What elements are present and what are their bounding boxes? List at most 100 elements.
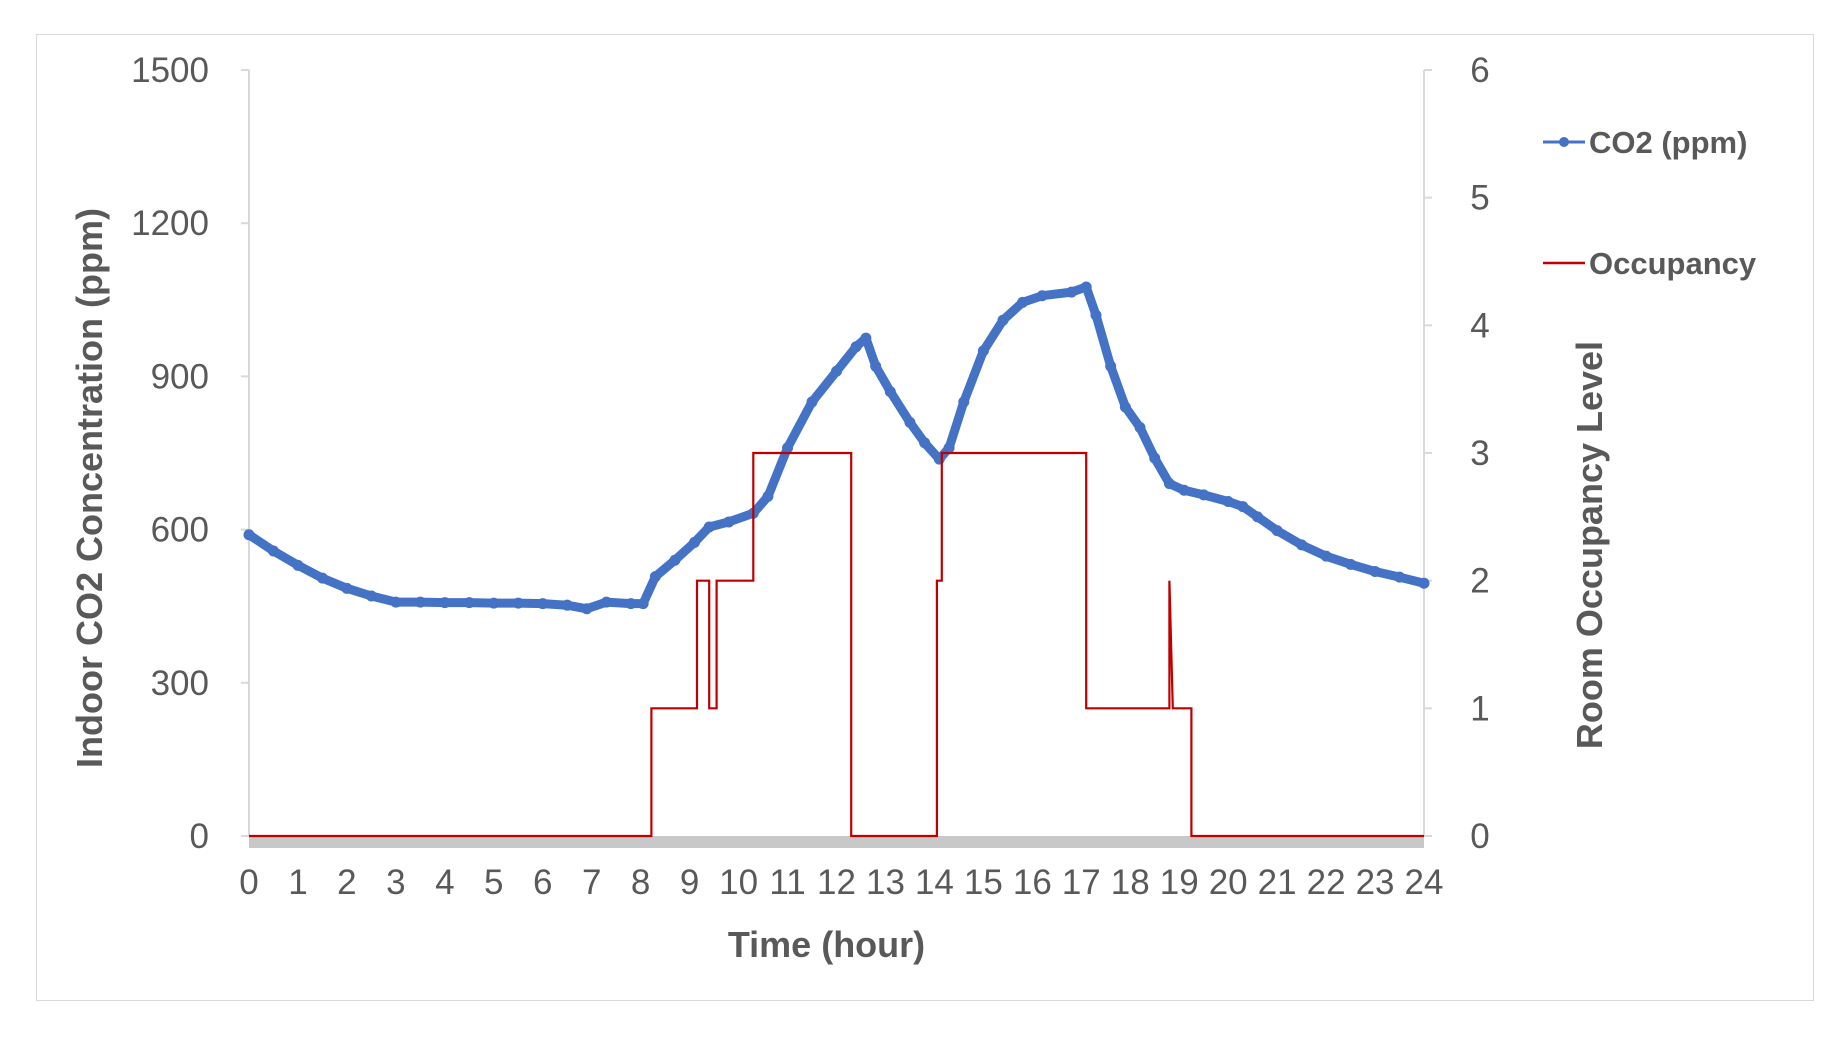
data-point-co2-ppm [1090, 309, 1102, 321]
data-point-co2-ppm [365, 590, 377, 602]
y-tick-label: 0 [190, 817, 209, 856]
data-point-co2-ppm [904, 416, 916, 428]
x-tick-label: 2 [337, 863, 356, 902]
data-point-co2-ppm [600, 596, 612, 608]
x-tick-label: 17 [1062, 863, 1101, 902]
data-point-co2-ppm [1252, 511, 1264, 523]
data-point-co2-ppm [243, 529, 255, 541]
data-point-co2-ppm [414, 596, 426, 608]
data-point-co2-ppm [669, 554, 681, 566]
y2-tick-label: 3 [1470, 434, 1489, 473]
data-point-co2-ppm [1418, 577, 1430, 589]
data-point-co2-ppm [1105, 360, 1117, 372]
data-point-co2-ppm [958, 396, 970, 408]
data-point-co2-ppm [1036, 290, 1048, 302]
data-point-co2-ppm [831, 365, 842, 377]
x-tick-label: 10 [719, 863, 758, 902]
data-point-co2-ppm [649, 571, 661, 583]
x-tick-label: 19 [1160, 863, 1199, 902]
data-point-co2-ppm [723, 516, 735, 528]
data-point-co2-ppm [1149, 452, 1161, 464]
legend-label-occupancy: Occupancy [1589, 246, 1757, 281]
data-point-co2-ppm [1369, 565, 1381, 577]
y-tick-label: 1500 [131, 51, 209, 90]
data-point-co2-ppm [782, 442, 794, 454]
x-tick-label: 22 [1307, 863, 1346, 902]
y2-tick-label: 1 [1470, 689, 1489, 728]
data-point-co2-ppm [850, 341, 862, 353]
data-point-co2-ppm [1198, 489, 1210, 501]
x-tick-label: 6 [533, 863, 552, 902]
data-point-co2-ppm [1296, 539, 1308, 551]
data-point-co2-ppm [1163, 478, 1175, 490]
legend-marker-co2-ppm [1559, 137, 1569, 147]
data-point-co2-ppm [1134, 421, 1146, 433]
x-tick-label: 5 [484, 863, 503, 902]
y2-tick-label: 6 [1470, 51, 1489, 90]
data-point-co2-ppm [977, 345, 989, 357]
data-point-co2-ppm [463, 597, 475, 609]
x-tick-label: 8 [631, 863, 650, 902]
x-tick-label: 16 [1013, 863, 1052, 902]
x-tick-label: 21 [1258, 863, 1297, 902]
data-point-co2-ppm [1222, 496, 1234, 508]
legend-item-occupancy: Occupancy [1543, 246, 1757, 281]
data-point-co2-ppm [341, 582, 353, 594]
y2-tick-label: 0 [1470, 817, 1489, 856]
data-point-co2-ppm [267, 545, 279, 557]
data-point-co2-ppm [637, 598, 649, 610]
data-point-co2-ppm [689, 536, 701, 548]
data-point-co2-ppm [1080, 281, 1092, 293]
data-point-co2-ppm [625, 598, 637, 610]
x-tick-label: 12 [817, 863, 856, 902]
x-tick-label: 0 [239, 863, 258, 902]
x-tick-label: 23 [1356, 863, 1395, 902]
data-point-co2-ppm [806, 396, 818, 408]
data-point-co2-ppm [1320, 550, 1332, 562]
x-tick-label: 9 [680, 863, 699, 902]
y2-axis-title: Room Occupancy Level [1569, 341, 1610, 749]
data-point-co2-ppm [1237, 501, 1249, 513]
legend-item-co2-ppm: CO2 (ppm) [1543, 125, 1747, 160]
x-tick-label: 14 [915, 863, 954, 902]
data-point-co2-ppm [943, 442, 955, 454]
x-axis-title: Time (hour) [728, 924, 925, 965]
data-point-co2-ppm [1271, 525, 1283, 537]
x-tick-label: 24 [1405, 863, 1444, 902]
x-tick-label: 13 [866, 863, 905, 902]
x-tick-label: 7 [582, 863, 601, 902]
x-tick-label: 4 [435, 863, 454, 902]
data-point-co2-ppm [1066, 286, 1077, 298]
data-point-co2-ppm [860, 332, 872, 344]
data-point-co2-ppm [884, 386, 896, 398]
series-line-co2-ppm [244, 282, 1429, 614]
data-point-co2-ppm [488, 597, 500, 609]
data-point-co2-ppm [561, 599, 573, 611]
data-point-co2-ppm [870, 360, 882, 372]
data-point-co2-ppm [581, 603, 593, 615]
x-tick-label: 15 [964, 863, 1003, 902]
x-axis-baseline [249, 836, 1424, 848]
y-tick-label: 900 [151, 357, 209, 396]
data-point-co2-ppm [1017, 296, 1029, 308]
data-point-co2-ppm [439, 597, 451, 609]
legend-label-co2-ppm: CO2 (ppm) [1589, 125, 1747, 160]
data-point-co2-ppm [762, 490, 774, 502]
y-tick-label: 300 [151, 664, 209, 703]
y2-tick-label: 2 [1470, 562, 1489, 601]
data-point-co2-ppm [537, 598, 549, 610]
data-point-co2-ppm [292, 559, 304, 571]
x-tick-label: 18 [1111, 863, 1150, 902]
data-point-co2-ppm [933, 453, 945, 465]
data-point-co2-ppm [512, 597, 524, 609]
data-point-co2-ppm [1178, 484, 1190, 496]
data-point-co2-ppm [390, 596, 402, 608]
data-point-co2-ppm [316, 572, 328, 584]
data-point-co2-ppm [1119, 401, 1131, 413]
y-tick-label: 1200 [131, 204, 209, 243]
data-point-co2-ppm [919, 437, 931, 449]
data-point-co2-ppm [997, 314, 1009, 326]
y-tick-label: 600 [151, 511, 209, 550]
data-point-co2-ppm [1345, 558, 1357, 570]
